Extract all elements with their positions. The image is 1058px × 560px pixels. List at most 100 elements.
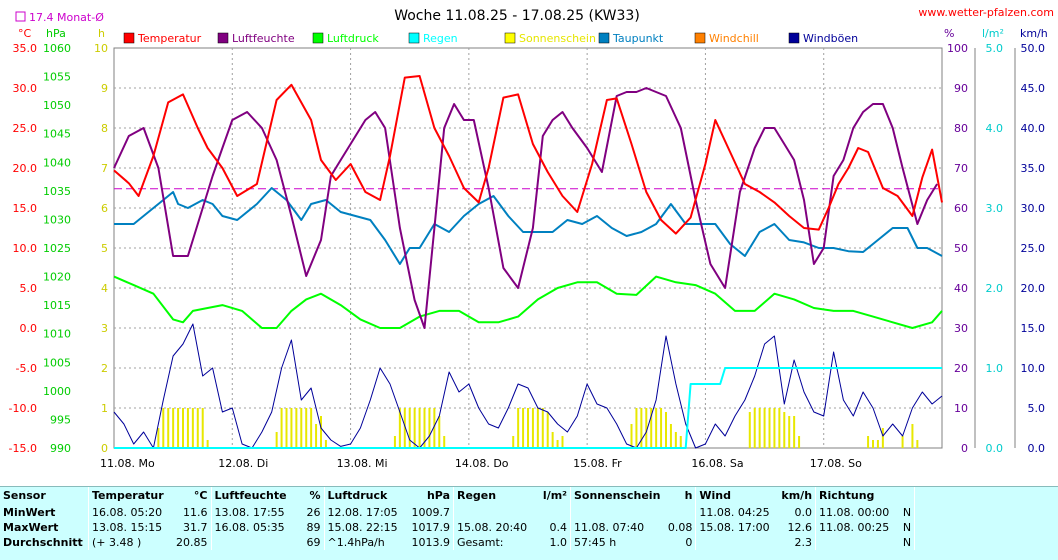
sun-bar [793,416,796,448]
site-url[interactable]: www.wetter-pfalzen.com [918,6,1054,19]
hdr-sensor: Sensor [3,489,46,502]
sun-bar [783,412,786,448]
hdr-regen: Regen [453,487,536,505]
sun-tick-label: 9 [101,82,108,95]
cell: 1017.9 [411,521,451,534]
cell: 12.6 [787,521,813,534]
sun-bar [305,408,308,448]
sun-tick-label: 7 [101,162,108,175]
sun-bar [443,436,446,448]
sun-bar [280,408,283,448]
cell: 15.08. 17:00 [695,520,779,535]
sun-bar [300,408,303,448]
sun-bar [186,408,189,448]
pressure-tick-label: 1055 [43,71,71,84]
humidity-tick-label: 30 [954,322,968,335]
wind-tick-label: 0.0 [1028,442,1046,455]
temp-tick-label: 0.0 [20,322,38,335]
legend-label: Temperatur [137,32,202,45]
temp-tick-label: 30.0 [13,82,38,95]
rain-tick-label: 5.0 [986,42,1004,55]
sun-bar [546,412,549,448]
humidity-tick-label: 10 [954,402,968,415]
sun-bar [901,436,904,448]
hdr-luftfeuchte: Luftfeuchte [210,487,298,505]
x-tick-label: 15.08. Fr [573,457,622,470]
cell: N [902,536,912,549]
humidity-tick-label: 80 [954,122,968,135]
sun-bar [630,424,633,448]
sun-bar [674,432,677,448]
pressure-tick-label: 1005 [43,356,71,369]
hdr-temperatur: Temperatur [88,487,173,505]
cell: 12.08. 17:05 [323,505,409,520]
unit-wind: km/h [1020,27,1048,40]
hdr-press-unit: hPa [426,489,450,502]
pressure-tick-label: 1015 [43,299,71,312]
rain-tick-label: 2.0 [986,282,1004,295]
hdr-luftdruck: Luftdruck [323,487,409,505]
x-tick-label: 11.08. Mo [100,457,155,470]
pressure-tick-label: 1030 [43,213,71,226]
sun-bar [768,408,771,448]
sun-bar [177,408,180,448]
cell [815,535,899,550]
sun-bar [393,436,396,448]
sun-bar [645,408,648,448]
wind-tick-label: 35.0 [1021,162,1046,175]
pressure-tick-label: 1060 [43,42,71,55]
x-tick-label: 12.08. Di [218,457,268,470]
cell: 0 [685,536,693,549]
legend-label: Windchill [709,32,759,45]
sun-bar [748,412,751,448]
cell [210,535,298,550]
temp-tick-label: -10.0 [9,402,37,415]
cell: 11.08. 07:40 [570,520,664,535]
sun-tick-label: 6 [101,202,108,215]
sun-bar [763,408,766,448]
cell: 11.08. 04:25 [695,505,779,520]
cell: 31.7 [183,521,208,534]
sun-bar [541,408,544,448]
unit-pressure: hPa [46,27,66,40]
sun-tick-label: 2 [101,362,108,375]
sun-bar [536,408,539,448]
sun-bar [753,408,756,448]
sun-bar [191,408,194,448]
monthly-avg-swatch [15,11,26,22]
legend-label: Windböen [803,32,858,45]
sun-bar [418,408,421,448]
legend-swatch [504,32,516,44]
series-temperatur [113,75,943,235]
sun-bar [679,436,682,448]
pressure-tick-label: 1000 [43,385,71,398]
legend-label: Luftdruck [327,32,379,45]
legend-swatch [123,32,135,44]
legend-swatch [408,32,420,44]
sun-bar [413,408,416,448]
hdr-richtung: Richtung [815,487,899,505]
summary-table: Sensor Temperatur °C Luftfeuchte % Luftd… [0,487,1058,550]
cell [663,505,696,520]
hdr-sun-unit: h [684,489,693,502]
legend-label: Sonnenschein [519,32,596,45]
legend-label: Regen [423,32,458,45]
temp-tick-label: 25.0 [13,122,38,135]
cell: N [902,521,912,534]
cell: 15.08. 22:15 [323,520,409,535]
cell: 1013.9 [411,536,451,549]
row-label: MaxWert [3,521,59,534]
sun-bar [788,416,791,448]
humidity-tick-label: 70 [954,162,968,175]
sun-bar [778,408,781,448]
hdr-sonnenschein: Sonnenschein [570,487,664,505]
legend-label: Taupunkt [612,32,664,45]
wind-tick-label: 40.0 [1021,122,1046,135]
sun-bar [881,428,884,448]
cell: 13.08. 15:15 [88,520,173,535]
sun-bar [201,408,204,448]
sun-bar [295,408,298,448]
sun-bar [867,436,870,448]
sun-bar [561,436,564,448]
sun-tick-label: 1 [101,402,108,415]
